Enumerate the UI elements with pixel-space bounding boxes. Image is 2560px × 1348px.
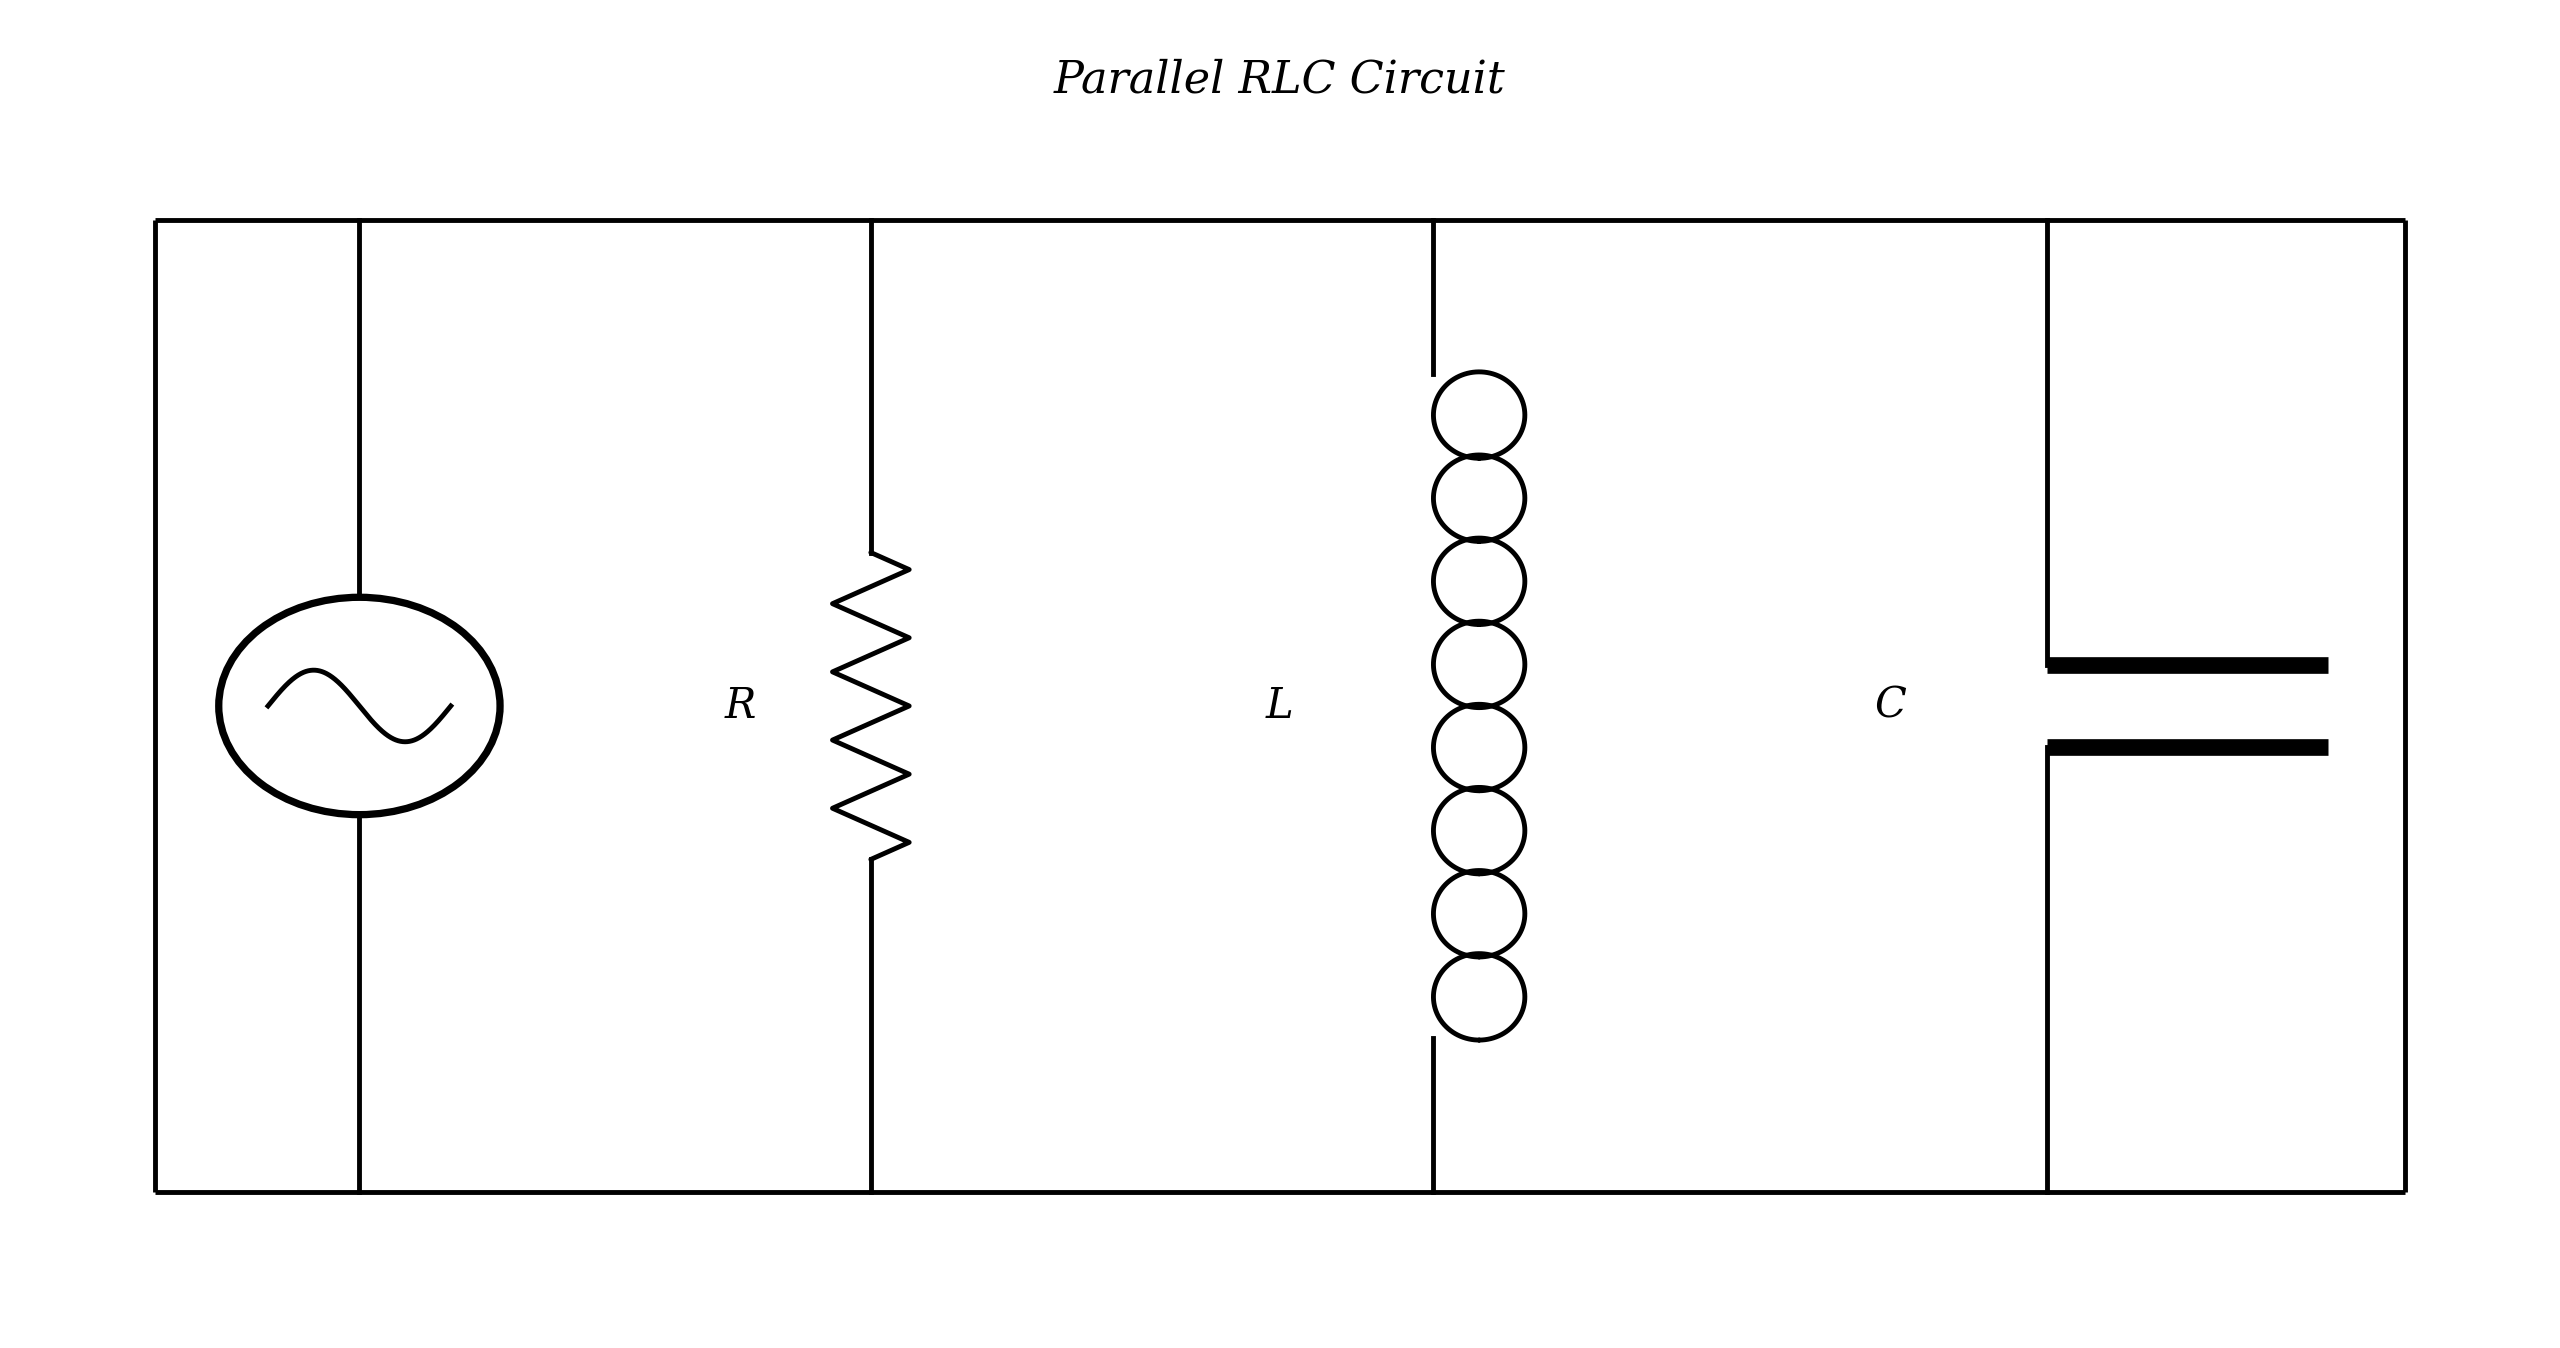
Text: L: L (1265, 685, 1293, 727)
Text: C: C (1874, 685, 1907, 727)
Text: R: R (724, 685, 755, 727)
Text: Parallel RLC Circuit: Parallel RLC Circuit (1055, 58, 1505, 101)
